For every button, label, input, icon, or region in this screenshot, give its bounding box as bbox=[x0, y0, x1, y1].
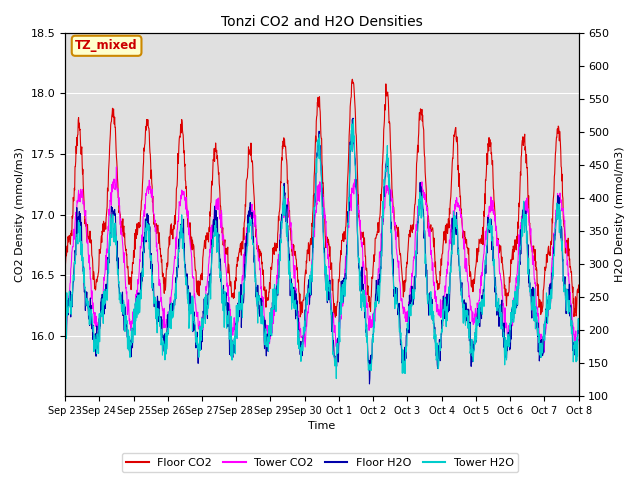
Y-axis label: CO2 Density (mmol/m3): CO2 Density (mmol/m3) bbox=[15, 147, 25, 282]
Floor H2O bbox=[365, 381, 373, 387]
Line: Floor CO2: Floor CO2 bbox=[65, 79, 579, 317]
Tower CO2 bbox=[573, 352, 580, 358]
Tower CO2 bbox=[233, 336, 241, 341]
Tower CO2 bbox=[163, 317, 171, 323]
Floor CO2 bbox=[233, 262, 241, 267]
Floor H2O bbox=[469, 350, 477, 356]
Tower CO2 bbox=[575, 338, 582, 344]
Floor CO2 bbox=[575, 282, 582, 288]
Floor H2O bbox=[515, 283, 522, 289]
Tower CO2 bbox=[113, 164, 120, 170]
Tower CO2 bbox=[176, 201, 184, 207]
Line: Floor H2O: Floor H2O bbox=[65, 118, 579, 384]
Floor H2O bbox=[349, 115, 357, 121]
Floor CO2 bbox=[402, 278, 410, 284]
Floor H2O bbox=[575, 316, 582, 322]
Tower H2O bbox=[233, 319, 241, 324]
Tower H2O bbox=[175, 244, 183, 250]
Line: Tower H2O: Tower H2O bbox=[65, 120, 579, 379]
Floor CO2 bbox=[515, 225, 522, 231]
Floor H2O bbox=[163, 332, 171, 338]
Floor H2O bbox=[402, 356, 410, 361]
Legend: Floor CO2, Tower CO2, Floor H2O, Tower H2O: Floor CO2, Tower CO2, Floor H2O, Tower H… bbox=[122, 453, 518, 472]
Tower CO2 bbox=[402, 313, 410, 319]
Title: Tonzi CO2 and H2O Densities: Tonzi CO2 and H2O Densities bbox=[221, 15, 422, 29]
Floor CO2 bbox=[61, 256, 69, 262]
Text: TZ_mixed: TZ_mixed bbox=[76, 39, 138, 52]
Tower H2O bbox=[402, 344, 410, 349]
Tower H2O bbox=[163, 346, 171, 352]
Tower CO2 bbox=[61, 336, 69, 342]
Floor CO2 bbox=[349, 76, 356, 82]
Floor CO2 bbox=[163, 266, 171, 272]
X-axis label: Time: Time bbox=[308, 421, 335, 432]
Tower H2O bbox=[515, 276, 522, 282]
Line: Tower CO2: Tower CO2 bbox=[65, 167, 579, 355]
Floor H2O bbox=[175, 246, 183, 252]
Tower H2O bbox=[332, 376, 340, 382]
Tower H2O bbox=[469, 355, 477, 360]
Floor CO2 bbox=[469, 289, 477, 295]
Tower H2O bbox=[61, 328, 69, 334]
Y-axis label: H2O Density (mmol/m3): H2O Density (mmol/m3) bbox=[615, 147, 625, 282]
Tower CO2 bbox=[468, 309, 476, 315]
Floor CO2 bbox=[332, 314, 339, 320]
Tower H2O bbox=[575, 326, 582, 332]
Floor CO2 bbox=[175, 136, 183, 142]
Floor H2O bbox=[61, 307, 69, 312]
Tower H2O bbox=[349, 117, 357, 122]
Floor H2O bbox=[233, 320, 241, 325]
Tower CO2 bbox=[514, 260, 522, 265]
